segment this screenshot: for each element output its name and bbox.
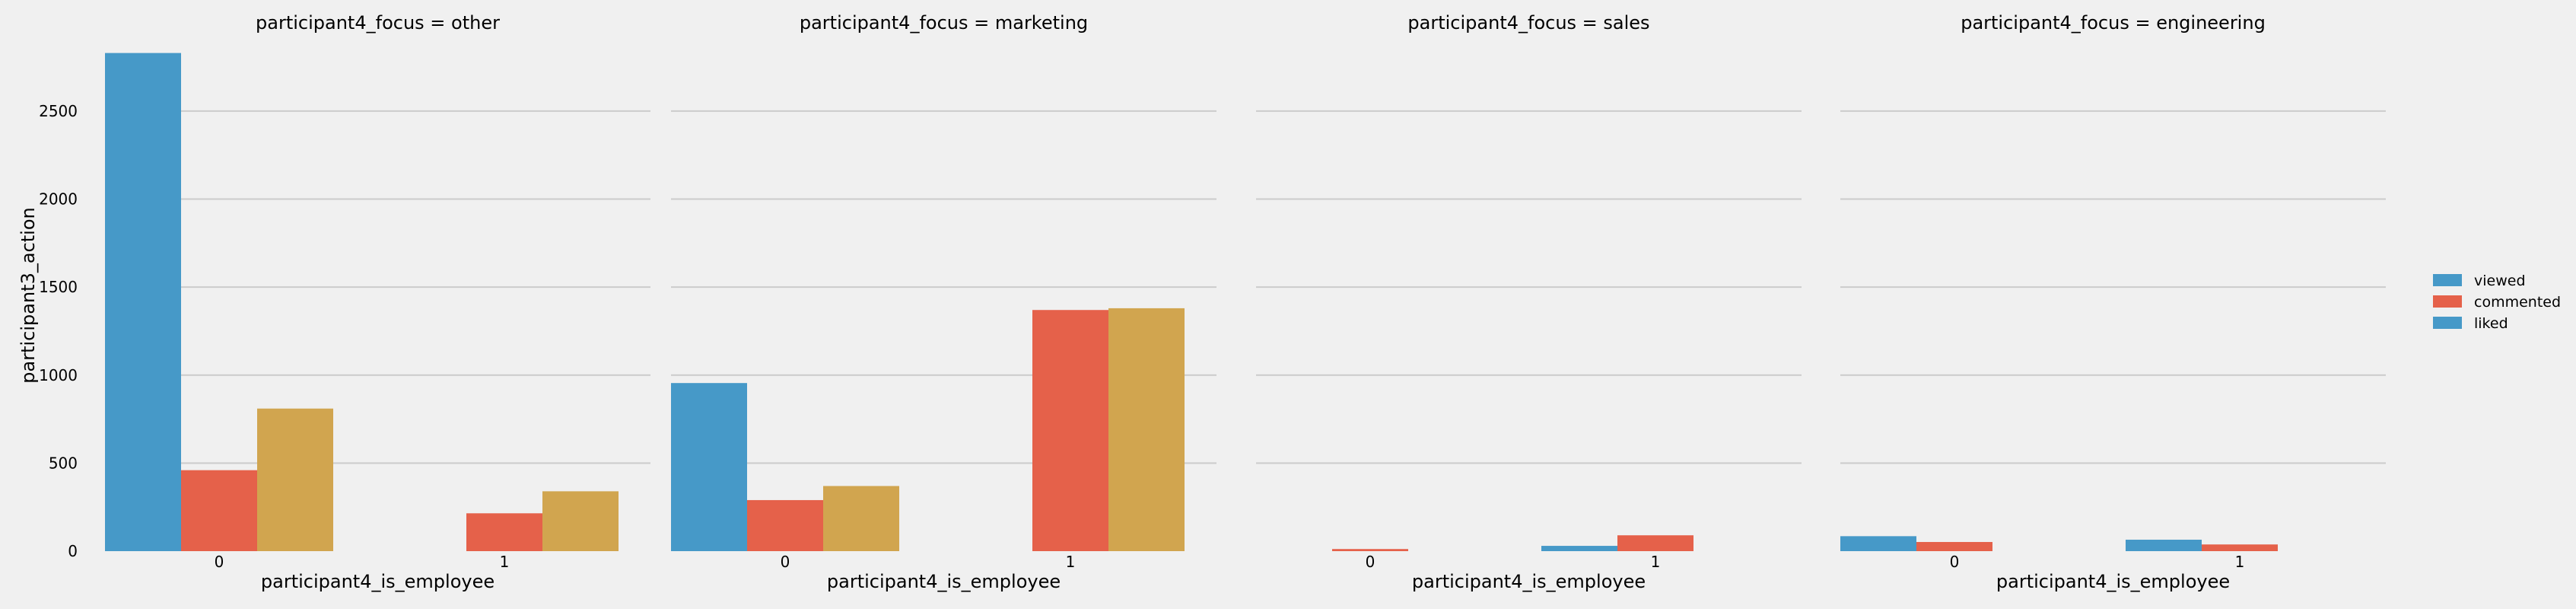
bar bbox=[747, 499, 823, 551]
bar bbox=[1916, 541, 1992, 551]
bar bbox=[1840, 536, 1916, 551]
x-axis-label: participant4_is_employee bbox=[261, 571, 495, 592]
y-tick-label: 500 bbox=[49, 454, 78, 472]
bar bbox=[1617, 535, 1693, 551]
bar bbox=[1108, 308, 1185, 551]
bar bbox=[181, 470, 257, 551]
y-tick-label: 2000 bbox=[39, 190, 78, 209]
bar bbox=[2126, 539, 2202, 551]
x-axis-label: participant4_is_employee bbox=[1412, 571, 1646, 592]
x-tick-label: 1 bbox=[2235, 553, 2245, 571]
x-tick-label: 0 bbox=[1950, 553, 1960, 571]
legend-label: viewed bbox=[2474, 273, 2526, 289]
panel-0: 0 500 1000 1500 2000 2500 participant4_focus =… bbox=[39, 12, 650, 592]
panel-1: participant4_focus = marketing 0 1 particip… bbox=[671, 12, 1216, 592]
x-axis-label: participant4_is_employee bbox=[1996, 571, 2230, 592]
y-tick-label: 1000 bbox=[39, 366, 78, 384]
legend-label: commented bbox=[2474, 294, 2561, 311]
y-tick-label: 1500 bbox=[39, 278, 78, 296]
x-axis-label: participant4_is_employee bbox=[827, 571, 1061, 592]
bar bbox=[466, 513, 542, 551]
bar bbox=[2202, 544, 2278, 551]
legend-swatch bbox=[2433, 295, 2462, 308]
x-tick-label: 0 bbox=[1366, 553, 1375, 571]
bar bbox=[823, 486, 899, 551]
y-tick-label: 0 bbox=[68, 542, 78, 560]
x-tick-label: 1 bbox=[1066, 553, 1076, 571]
panel-3: participant4_focus = engineering 0 1 partic… bbox=[1840, 12, 2386, 592]
legend-swatch bbox=[2433, 317, 2462, 329]
x-tick-label: 1 bbox=[1651, 553, 1661, 571]
bar bbox=[105, 53, 181, 551]
bar bbox=[1032, 310, 1108, 551]
x-tick-label: 0 bbox=[215, 553, 224, 571]
panel-title: participant4_focus = sales bbox=[1407, 12, 1649, 33]
panel-title: participant4_focus = other bbox=[256, 12, 500, 33]
y-tick-label: 2500 bbox=[39, 102, 78, 120]
bar bbox=[542, 491, 619, 551]
legend: viewed commented liked bbox=[2433, 273, 2561, 332]
bar bbox=[1541, 546, 1617, 551]
y-axis-label: participant3_action bbox=[17, 207, 39, 383]
bar bbox=[1332, 549, 1408, 551]
bar bbox=[257, 408, 333, 551]
x-tick-label: 0 bbox=[781, 553, 790, 571]
panel-title: participant4_focus = marketing bbox=[800, 12, 1088, 33]
panel-2: participant4_focus = sales 0 1 participant4… bbox=[1256, 12, 1802, 592]
panel-title: participant4_focus = engineering bbox=[1961, 12, 2266, 33]
legend-label: liked bbox=[2474, 315, 2508, 332]
bar bbox=[671, 383, 747, 551]
legend-swatch bbox=[2433, 274, 2462, 286]
x-tick-label: 1 bbox=[500, 553, 510, 571]
